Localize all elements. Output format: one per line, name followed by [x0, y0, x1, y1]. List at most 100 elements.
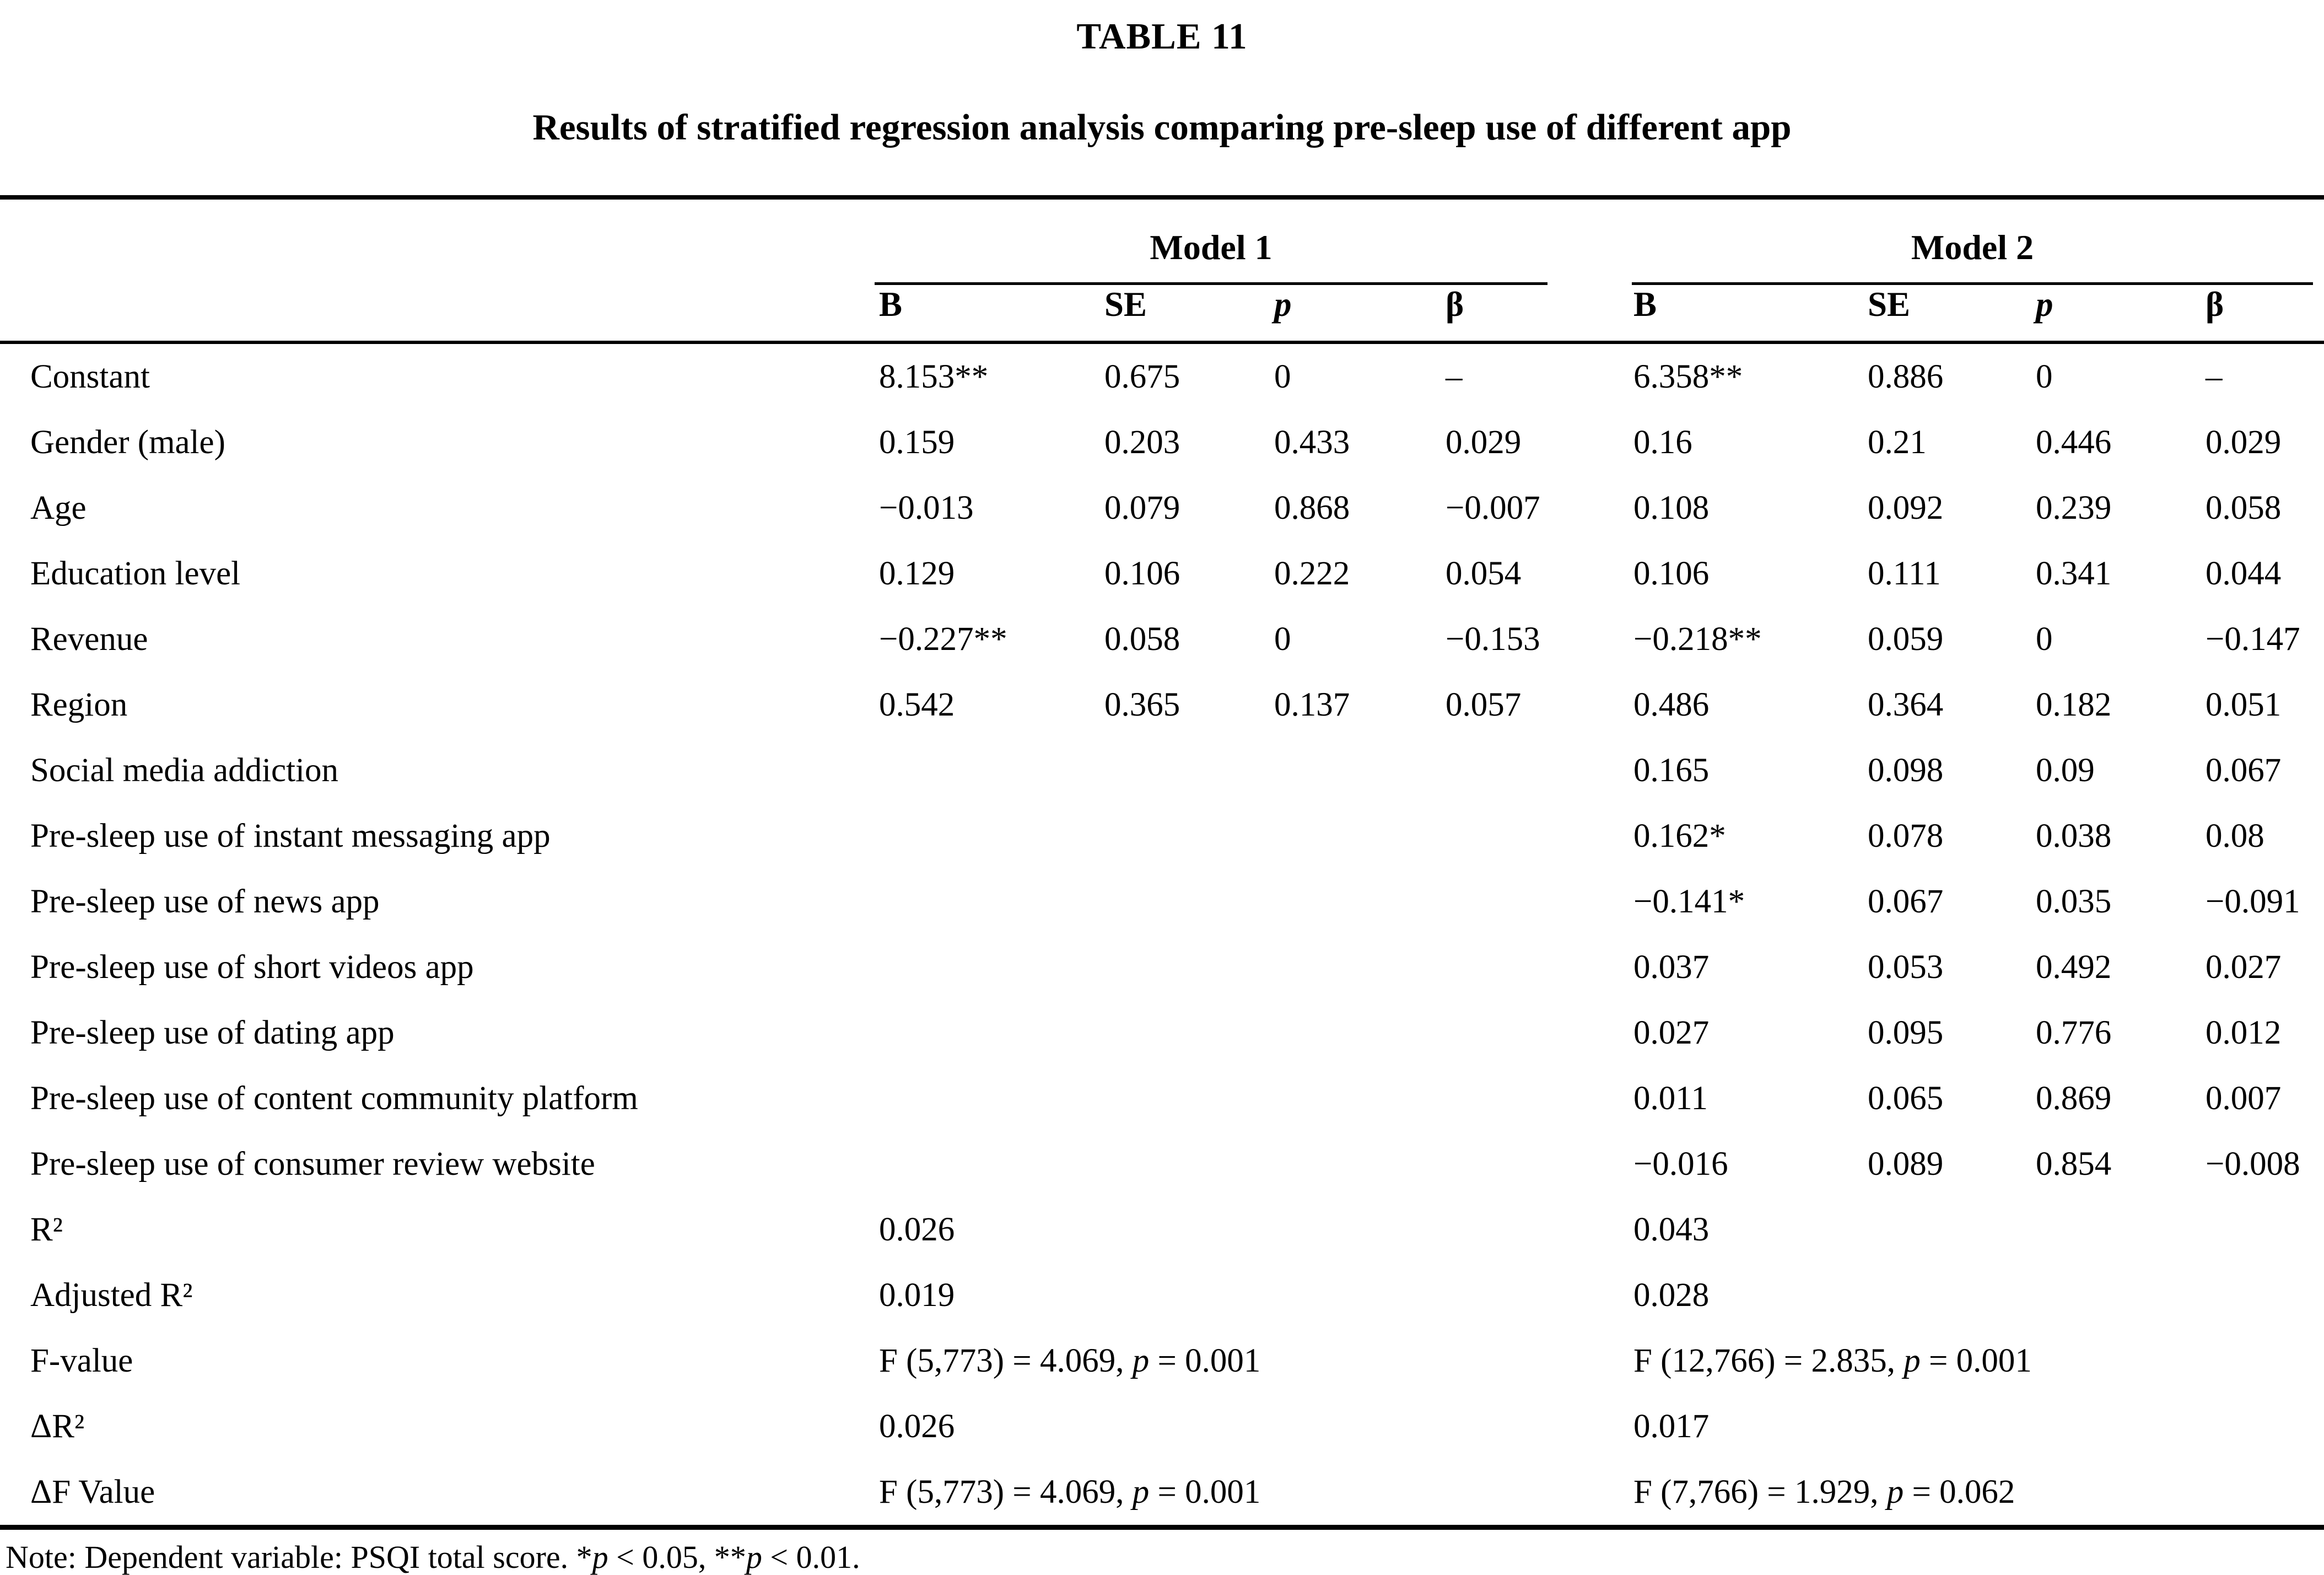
- table-row: Age −0.013 0.079 0.868 −0.007 0.108 0.092 0.239…: [0, 475, 2324, 541]
- data-cell: 0.365: [1104, 686, 1180, 723]
- data-cell: F (5,773) = 4.069, p = 0.001: [879, 1342, 1261, 1379]
- table-row: Pre-sleep use of content community platf…: [0, 1066, 2324, 1131]
- data-cell: −0.007: [1446, 490, 1540, 526]
- data-cell: 0.043: [1633, 1211, 1710, 1248]
- data-cell: 0.065: [1868, 1080, 1944, 1117]
- row-label: Pre-sleep use of instant messaging app: [30, 818, 551, 854]
- row-label: Pre-sleep use of dating app: [30, 1014, 395, 1051]
- column-header-m1-beta: β: [1446, 284, 1464, 324]
- data-cell: 0.542: [879, 686, 955, 723]
- data-cell: F (12,766) = 2.835, p = 0.001: [1633, 1342, 2032, 1379]
- data-cell: 0.162*: [1633, 818, 1726, 854]
- data-cell: −0.141*: [1633, 883, 1745, 920]
- row-label: Pre-sleep use of news app: [30, 883, 380, 920]
- data-cell: 0.007: [2206, 1080, 2282, 1117]
- data-cell: −0.008: [2206, 1146, 2300, 1182]
- data-cell: 0.067: [2206, 752, 2282, 789]
- row-label: Pre-sleep use of short videos app: [30, 949, 474, 986]
- table-row: Constant 8.153** 0.675 0 – 6.358** 0.886 0 –: [0, 344, 2324, 410]
- data-cell: 0.019: [879, 1277, 955, 1314]
- data-cell: −0.016: [1633, 1146, 1728, 1182]
- row-label: F-value: [30, 1342, 133, 1379]
- data-cell: 0.486: [1633, 686, 1710, 723]
- data-cell: −0.013: [879, 490, 974, 526]
- data-cell: 0.079: [1104, 490, 1180, 526]
- data-cell: 0.098: [1868, 752, 1944, 789]
- row-label: Gender (male): [30, 424, 225, 461]
- table-row: ΔF Value F (5,773) = 4.069, p = 0.001 F (7…: [0, 1459, 2324, 1525]
- model2-header: Model 2: [1632, 200, 2313, 285]
- data-cell: 0.159: [879, 424, 955, 461]
- data-cell: 0.675: [1104, 358, 1180, 395]
- regression-table: Model 1 Model 2 B SE p β B SE p β Consta…: [0, 195, 2324, 1530]
- data-cell: 6.358**: [1633, 358, 1743, 395]
- data-cell: –: [1446, 358, 1463, 395]
- data-cell: 0.051: [2206, 686, 2282, 723]
- data-cell: 0.111: [1868, 555, 1941, 592]
- table-body: Constant 8.153** 0.675 0 – 6.358** 0.886 0 – Gend…: [0, 344, 2324, 1530]
- data-cell: 0.106: [1104, 555, 1180, 592]
- model1-header: Model 1: [875, 200, 1547, 285]
- data-cell: 0.854: [2036, 1146, 2112, 1182]
- data-cell: −0.091: [2206, 883, 2300, 920]
- data-cell: 0.092: [1868, 490, 1944, 526]
- data-cell: 0.182: [2036, 686, 2112, 723]
- data-cell: −0.153: [1446, 621, 1540, 658]
- table-row: Pre-sleep use of instant messaging app 0.…: [0, 803, 2324, 869]
- data-cell: 0.886: [1868, 358, 1944, 395]
- data-cell: 0.108: [1633, 490, 1710, 526]
- data-cell: –: [2206, 358, 2223, 395]
- data-cell: 0.868: [1274, 490, 1350, 526]
- data-cell: 0.129: [879, 555, 955, 592]
- table-row: Pre-sleep use of short videos app 0.037 0.…: [0, 934, 2324, 1000]
- data-cell: 0.492: [2036, 949, 2112, 986]
- data-cell: 0.341: [2036, 555, 2112, 592]
- data-cell: 0.028: [1633, 1277, 1710, 1314]
- data-cell: 0: [2036, 621, 2053, 658]
- data-cell: 0.165: [1633, 752, 1710, 789]
- row-label: Pre-sleep use of consumer review website: [30, 1146, 595, 1182]
- row-label: R²: [30, 1211, 63, 1248]
- data-cell: 8.153**: [879, 358, 989, 395]
- column-header-row: B SE p β B SE p β: [0, 268, 2324, 344]
- data-cell: 0.869: [2036, 1080, 2112, 1117]
- row-label: Pre-sleep use of content community platf…: [30, 1080, 638, 1117]
- row-label: ΔF Value: [30, 1474, 155, 1511]
- model-header-spacer: [0, 200, 875, 268]
- column-header-m2-B: B: [1633, 284, 1657, 324]
- data-cell: 0.029: [1446, 424, 1522, 461]
- data-cell: 0.011: [1633, 1080, 1708, 1117]
- data-cell: 0.433: [1274, 424, 1350, 461]
- row-label: Age: [30, 490, 87, 526]
- column-header-m1-B: B: [879, 284, 903, 324]
- table-row: F-value F (5,773) = 4.069, p = 0.001 F (12…: [0, 1328, 2324, 1394]
- table-row: Education level 0.129 0.106 0.222 0.054 0.106…: [0, 541, 2324, 606]
- column-header-m2-SE: SE: [1868, 284, 1911, 324]
- data-cell: F (7,766) = 1.929, p = 0.062: [1633, 1474, 2015, 1511]
- data-cell: 0.027: [1633, 1014, 1710, 1051]
- table-row: R² 0.026 0.043: [0, 1197, 2324, 1262]
- table-row: Adjusted R² 0.019 0.028: [0, 1262, 2324, 1328]
- data-cell: 0.029: [2206, 424, 2282, 461]
- row-label: Revenue: [30, 621, 148, 658]
- data-cell: 0: [1274, 621, 1291, 658]
- table-number-title: TABLE 11: [1076, 16, 1248, 57]
- data-cell: 0.203: [1104, 424, 1180, 461]
- data-cell: 0.776: [2036, 1014, 2112, 1051]
- row-label: Region: [30, 686, 128, 723]
- data-cell: 0.038: [2036, 818, 2112, 854]
- row-label: ΔR²: [30, 1408, 85, 1445]
- data-cell: −0.227**: [879, 621, 1007, 658]
- data-cell: F (5,773) = 4.069, p = 0.001: [879, 1474, 1261, 1511]
- table-row: Revenue −0.227** 0.058 0 −0.153 −0.218** 0.059…: [0, 606, 2324, 672]
- row-label: Social media addiction: [30, 752, 339, 789]
- data-cell: 0.078: [1868, 818, 1944, 854]
- table-row: Pre-sleep use of news app −0.141* 0.067 0.0…: [0, 869, 2324, 934]
- data-cell: 0.058: [2206, 490, 2282, 526]
- data-cell: −0.147: [2206, 621, 2300, 658]
- table-row: ΔR² 0.026 0.017: [0, 1394, 2324, 1459]
- row-label: Constant: [30, 358, 150, 395]
- data-cell: 0: [2036, 358, 2053, 395]
- column-header-m1-SE: SE: [1104, 284, 1147, 324]
- data-cell: 0.058: [1104, 621, 1180, 658]
